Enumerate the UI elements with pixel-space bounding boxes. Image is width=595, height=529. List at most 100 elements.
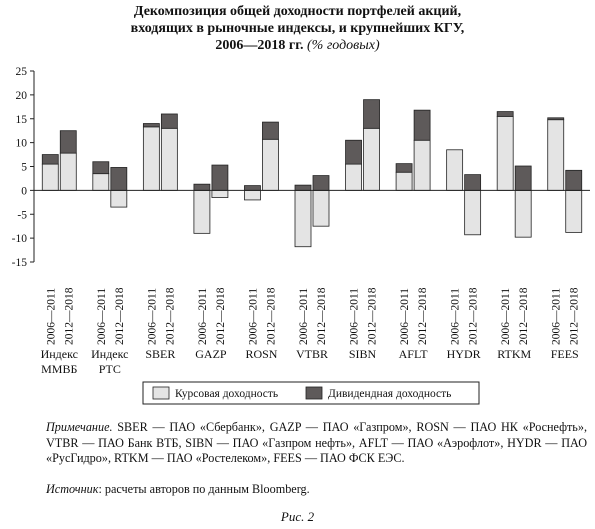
period-label: 2006—2011 [197, 288, 209, 345]
bar-dividend-return [142, 123, 160, 128]
title-years: 2006—2018 гг. [215, 38, 304, 53]
period-label: 2006—2011 [146, 288, 158, 345]
bar-price-return [160, 127, 178, 191]
chart-source: Источник: расчеты авторов по данным Bloo… [46, 482, 310, 497]
bar-chart: -15 -10 -5 0 5 10 15 20 25 2006—2011 2012—2018 Инде… [12, 66, 590, 405]
bar-dividend-return [92, 161, 110, 175]
bar-dividend-return [41, 154, 59, 165]
bar-price-return [59, 152, 77, 191]
y-tick-label: 10 [16, 138, 28, 150]
bar-dividend-return [363, 99, 380, 129]
legend-label-dividend: Дивидендная доходность [328, 388, 451, 400]
bar-price-return [244, 189, 261, 201]
bar-dividend-return [294, 184, 312, 191]
period-label: 2006—2011 [349, 288, 361, 345]
period-label: 2006—2011 [298, 288, 310, 345]
title-line-2: входящих в рыночные индексы, и крупнейши… [130, 21, 465, 36]
bar-price-return [446, 149, 464, 191]
period-label: 2012—2018 [316, 287, 328, 345]
bar-dividend-return [160, 113, 178, 129]
group-label: HYDR [447, 347, 481, 361]
group-label: FEES [551, 347, 579, 361]
period-label: 2006—2011 [247, 288, 259, 345]
bar-dividend-return [514, 165, 532, 191]
period-label: 2006—2011 [96, 288, 108, 345]
bar-price-return [547, 119, 565, 191]
bar-price-return [211, 189, 229, 198]
group-label: AFLT [399, 347, 429, 361]
bar-price-return [514, 189, 532, 238]
period-label: 2006—2011 [45, 288, 57, 345]
period-label: 2006—2011 [500, 288, 512, 345]
title-unit: (% годовых) [307, 38, 380, 53]
period-label: 2006—2011 [450, 288, 462, 345]
source-label: Источник [46, 482, 99, 496]
bar-dividend-return [547, 117, 565, 121]
note-text: SBER — ПАО «Сбербанк», GAZP — ПАО «Газпр… [46, 420, 587, 465]
group-label: GAZP [195, 347, 227, 361]
bar-dividend-return [59, 130, 77, 154]
group-label: РТС [99, 362, 121, 376]
y-tick-label: -15 [12, 257, 28, 269]
legend-swatch-dividend [305, 386, 323, 400]
group-label: RTKM [497, 347, 531, 361]
group-label: VTBR [296, 347, 328, 361]
y-tick-label: 25 [16, 66, 28, 78]
period-label: 2012—2018 [265, 287, 277, 345]
bar-dividend-return [464, 174, 482, 191]
bar-price-return [262, 138, 279, 191]
bar-price-return [496, 115, 514, 191]
bar-dividend-return [395, 163, 413, 173]
period-label: 2012—2018 [63, 287, 75, 345]
bar-price-return [92, 173, 110, 191]
legend-label-price: Курсовая доходность [175, 388, 278, 400]
period-label: 2012—2018 [518, 287, 530, 345]
bar-price-return [413, 139, 431, 191]
bar-price-return [363, 127, 380, 191]
bar-price-return [345, 163, 362, 191]
period-label: 2012—2018 [114, 287, 126, 345]
bar-dividend-return [193, 183, 211, 191]
group-label: ММВБ [41, 362, 77, 376]
bar-price-return [565, 189, 583, 233]
bar-price-return [294, 189, 312, 248]
group-label: SBER [145, 347, 175, 361]
title-line-1: Декомпозиция общей доходности портфелей … [133, 4, 462, 19]
period-label: 2012—2018 [569, 287, 581, 345]
group-label: Индекс [91, 347, 128, 361]
bar-price-return [395, 171, 413, 191]
period-label: 2012—2018 [417, 287, 429, 345]
y-tick-label: -10 [12, 233, 28, 245]
bar-dividend-return [565, 169, 583, 191]
bar-dividend-return [496, 111, 514, 117]
bar-price-return [110, 189, 128, 208]
title-line-3: 2006—2018 гг. (% годовых) [0, 37, 595, 54]
y-tick-label: 5 [21, 162, 27, 174]
bar-dividend-return [312, 175, 330, 191]
group-label: ROSN [245, 347, 277, 361]
note-label: Примечание. [46, 420, 113, 434]
chart-title: Декомпозиция общей доходности портфелей … [0, 3, 595, 54]
bar-price-return [312, 189, 330, 227]
y-tick-label: 20 [16, 90, 28, 102]
group-label: Индекс [41, 347, 78, 361]
bar-dividend-return [262, 121, 279, 140]
bar-price-return [41, 163, 59, 191]
period-label: 2012—2018 [367, 287, 379, 345]
period-label: 2012—2018 [215, 287, 227, 345]
period-label: 2012—2018 [468, 287, 480, 345]
figure-caption: Рис. 2 [280, 509, 315, 524]
bar-price-return [193, 189, 211, 234]
bar-dividend-return [413, 109, 431, 141]
bar-dividend-return [244, 185, 261, 191]
period-label: 2012—2018 [164, 287, 176, 345]
bar-price-return [464, 189, 482, 236]
bar-price-return [142, 126, 160, 191]
y-tick-label: 0 [21, 185, 27, 197]
group-label: SIBN [349, 347, 377, 361]
source-text: : расчеты авторов по данным Bloomberg. [98, 482, 310, 496]
legend-swatch-price [152, 386, 170, 400]
bar-dividend-return [211, 164, 229, 191]
y-tick-label: -5 [17, 209, 27, 221]
period-label: 2006—2011 [399, 288, 411, 345]
